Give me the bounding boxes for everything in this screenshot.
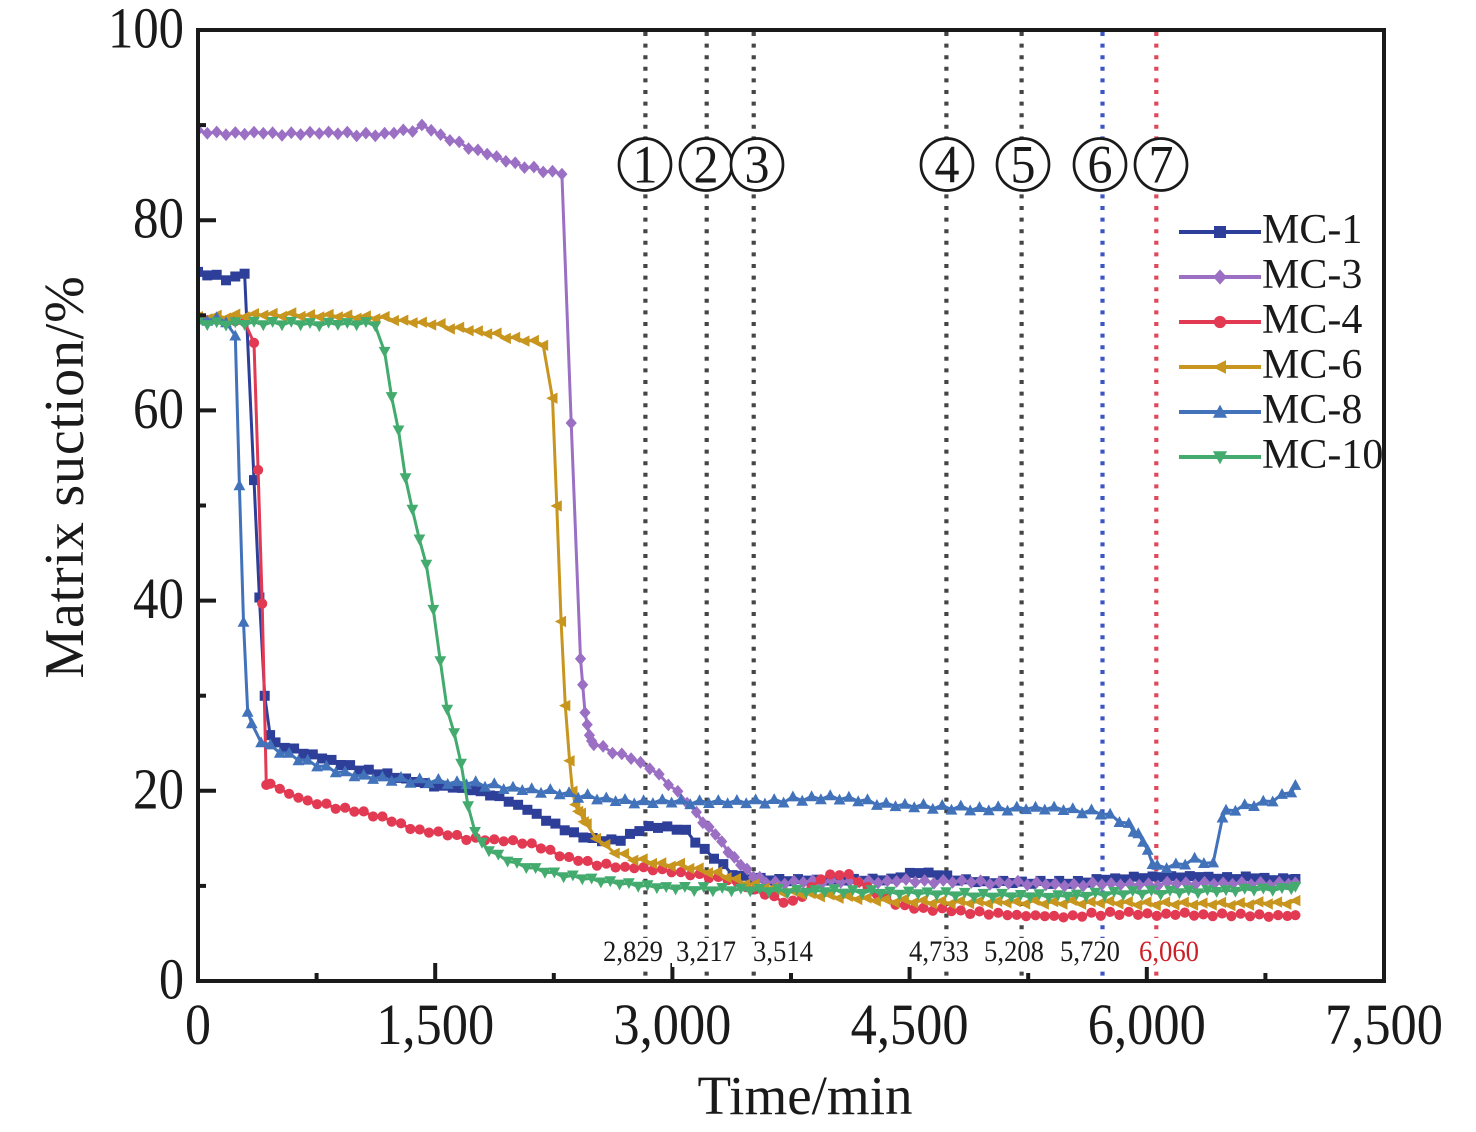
svg-text:1,500: 1,500 — [376, 992, 494, 1057]
svg-text:1: 1 — [633, 135, 658, 195]
svg-text:5: 5 — [1011, 135, 1036, 195]
svg-text:80: 80 — [133, 186, 184, 251]
svg-text:60: 60 — [133, 376, 184, 441]
svg-text:5,208: 5,208 — [984, 936, 1044, 968]
svg-text:6,000: 6,000 — [1088, 992, 1206, 1057]
svg-text:3,514: 3,514 — [753, 936, 813, 968]
svg-text:7,500: 7,500 — [1325, 992, 1443, 1057]
svg-text:40: 40 — [133, 566, 184, 631]
svg-text:MC-3: MC-3 — [1262, 252, 1362, 298]
svg-text:3,217: 3,217 — [676, 936, 736, 968]
svg-text:MC-10: MC-10 — [1262, 432, 1383, 478]
svg-text:2,829: 2,829 — [603, 936, 663, 968]
svg-text:20: 20 — [133, 756, 184, 821]
svg-text:Matrix suction/%: Matrix suction/% — [34, 275, 96, 678]
svg-text:7: 7 — [1149, 135, 1174, 195]
svg-text:6,060: 6,060 — [1139, 936, 1199, 968]
svg-text:0: 0 — [159, 947, 184, 1012]
svg-text:3: 3 — [745, 135, 770, 195]
svg-text:0: 0 — [185, 992, 211, 1057]
svg-text:4: 4 — [935, 135, 960, 195]
svg-text:6: 6 — [1088, 135, 1113, 195]
svg-text:5,720: 5,720 — [1060, 936, 1120, 968]
svg-text:4,733: 4,733 — [909, 936, 969, 968]
svg-text:Time/min: Time/min — [698, 1065, 913, 1126]
svg-text:100: 100 — [108, 0, 184, 61]
svg-text:MC-1: MC-1 — [1262, 207, 1362, 253]
svg-text:MC-6: MC-6 — [1262, 342, 1362, 388]
svg-text:2: 2 — [694, 135, 719, 195]
svg-text:MC-8: MC-8 — [1262, 387, 1362, 433]
svg-text:4,500: 4,500 — [851, 992, 969, 1057]
svg-text:MC-4: MC-4 — [1262, 297, 1362, 343]
svg-text:3,000: 3,000 — [613, 992, 731, 1057]
